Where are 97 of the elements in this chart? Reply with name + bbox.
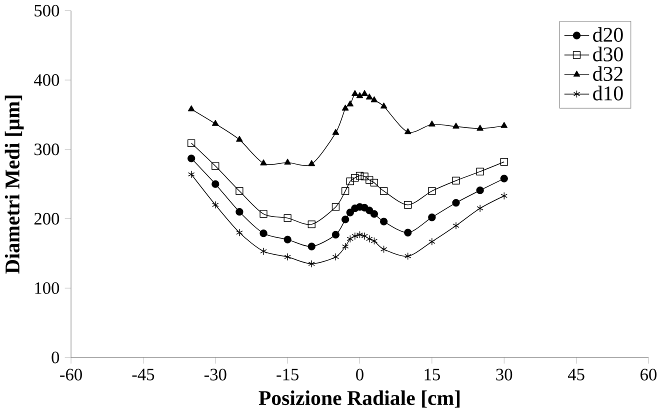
point <box>476 186 484 194</box>
point <box>212 201 219 209</box>
x-tick-label: 30 <box>496 369 512 381</box>
x-axis-title: Posizione Radiale [cm] <box>258 390 460 408</box>
point <box>308 220 316 228</box>
point <box>342 104 349 111</box>
point <box>370 237 378 246</box>
point <box>332 253 340 261</box>
point <box>308 242 316 251</box>
point <box>500 122 508 128</box>
point <box>284 158 291 165</box>
y-tick-label: 400 <box>34 74 60 86</box>
point <box>361 232 368 240</box>
point <box>260 248 267 256</box>
point <box>404 252 412 260</box>
legend-label: d20 <box>593 27 623 42</box>
y-tick-label: 100 <box>35 282 60 294</box>
x-tick-label: -45 <box>132 369 154 381</box>
point <box>284 253 291 261</box>
x-tick-label: 15 <box>424 369 440 381</box>
point <box>351 174 359 182</box>
point <box>352 90 358 96</box>
point <box>236 187 244 196</box>
point <box>366 176 374 184</box>
point <box>404 128 412 134</box>
x-tick-label: 45 <box>568 369 584 381</box>
point <box>500 158 508 166</box>
point <box>332 129 340 136</box>
point <box>236 136 243 142</box>
x-tick-label: -60 <box>60 369 82 381</box>
point <box>346 235 354 243</box>
point <box>360 172 368 181</box>
point <box>428 120 436 127</box>
y-tick-label: 500 <box>34 5 60 17</box>
point <box>356 172 364 180</box>
y-axis-title: Diametri Medi [µm] <box>4 96 24 274</box>
point <box>476 168 484 176</box>
point <box>332 231 340 239</box>
point <box>361 90 368 96</box>
point <box>188 170 195 178</box>
point <box>428 214 436 222</box>
point <box>404 201 412 209</box>
point <box>352 232 358 240</box>
point <box>308 260 316 268</box>
point <box>341 187 350 196</box>
point <box>212 180 220 188</box>
point <box>366 94 373 100</box>
point <box>370 210 378 218</box>
point <box>260 210 268 218</box>
legend-label: d32 <box>593 66 622 82</box>
y-tick-label: 0 <box>52 352 60 364</box>
point <box>452 199 460 207</box>
y-tick-label: 300 <box>34 144 60 156</box>
point <box>404 229 412 237</box>
point <box>452 177 460 185</box>
x-tick-label: 60 <box>640 369 656 381</box>
point <box>236 208 244 216</box>
point <box>500 192 508 200</box>
point <box>187 140 196 148</box>
point <box>500 174 508 183</box>
x-tick-label: -30 <box>204 369 226 381</box>
point <box>342 242 349 251</box>
legend-label: d30 <box>593 46 623 62</box>
point <box>380 187 388 196</box>
point <box>380 246 388 254</box>
point <box>212 120 219 126</box>
x-tick-label: -15 <box>276 369 298 381</box>
point <box>380 102 388 109</box>
point <box>428 187 436 196</box>
point <box>346 178 354 186</box>
legend-label: d10 <box>593 86 623 101</box>
point <box>341 216 350 224</box>
point <box>284 214 292 222</box>
point <box>212 162 220 170</box>
point <box>476 125 484 131</box>
point <box>332 203 340 212</box>
point <box>356 92 364 98</box>
x-tick-label: 0 <box>356 369 364 381</box>
point <box>366 235 373 243</box>
point <box>356 231 364 239</box>
point <box>187 154 196 163</box>
point <box>370 96 378 103</box>
point <box>380 218 388 226</box>
y-tick-label: 200 <box>34 213 60 225</box>
point <box>346 208 354 217</box>
point <box>452 122 460 129</box>
point <box>428 238 436 246</box>
point <box>308 160 316 166</box>
point <box>236 229 243 237</box>
point <box>260 160 267 166</box>
point <box>452 222 460 230</box>
point <box>346 100 354 107</box>
point <box>260 230 268 238</box>
point <box>284 236 292 244</box>
point <box>476 204 484 212</box>
point <box>370 179 378 187</box>
point <box>188 106 195 112</box>
